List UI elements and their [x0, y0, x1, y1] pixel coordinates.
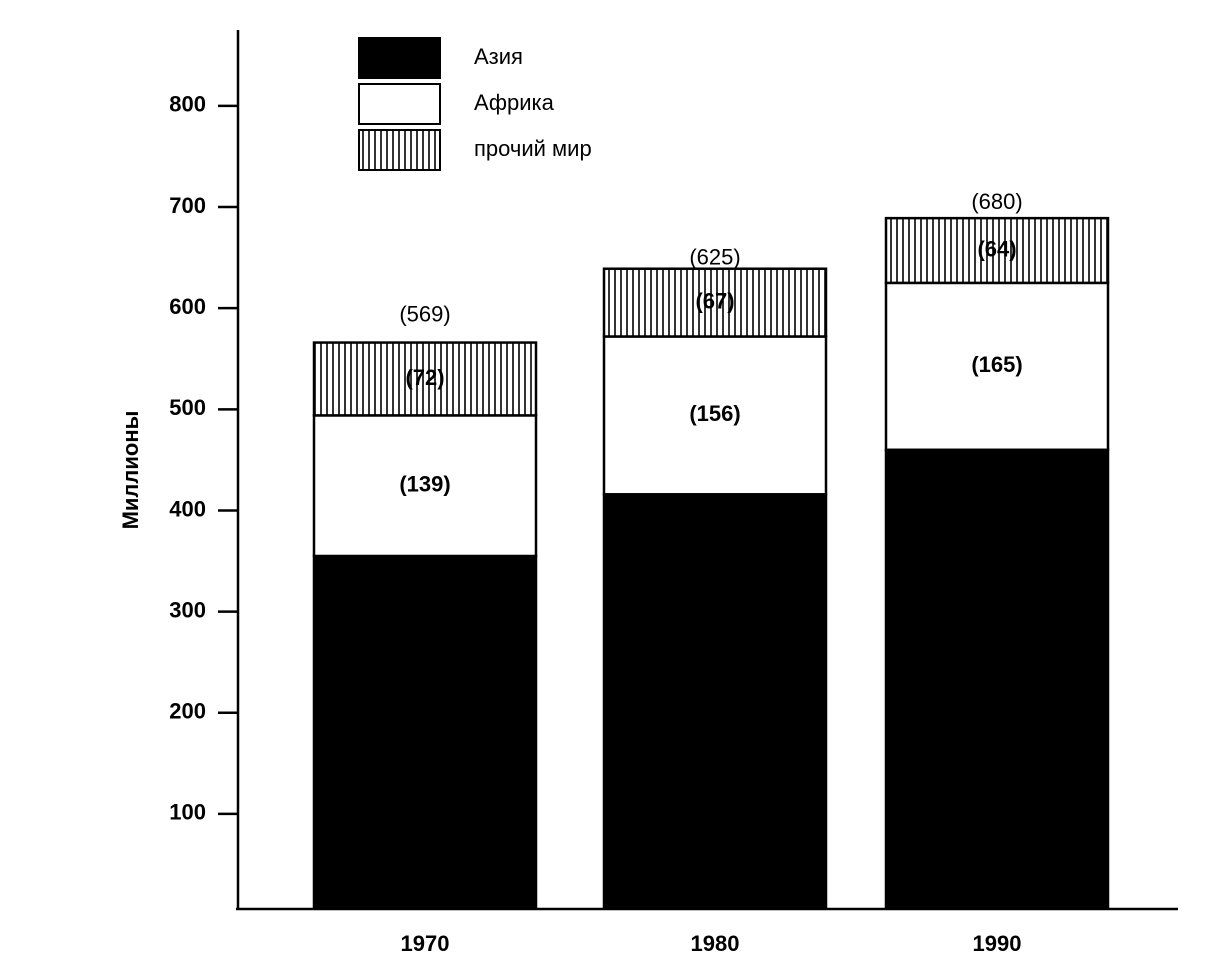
value-label: (165) [971, 352, 1022, 377]
bar-segment [884, 216, 1110, 285]
bar-segment [884, 448, 1110, 910]
bar-segment [602, 493, 828, 910]
legend-label: Африка [474, 90, 555, 115]
bar-segment [312, 341, 538, 417]
x-tick-label: 1990 [973, 931, 1022, 956]
y-tick-label: 600 [169, 294, 206, 319]
x-tick-label: 1980 [691, 931, 740, 956]
legend-swatch [358, 83, 441, 125]
legend-label: прочий мир [474, 136, 592, 161]
y-tick-label: 200 [169, 699, 206, 724]
value-label: (139) [399, 472, 450, 497]
value-label: (72) [405, 365, 444, 390]
bar-segment [602, 267, 828, 338]
value-label: (156) [689, 401, 740, 426]
legend-swatch [358, 37, 441, 79]
total-label: (625) [689, 245, 740, 270]
y-tick-label: 300 [169, 597, 206, 622]
value-label: (64) [977, 236, 1016, 261]
total-label: (680) [971, 189, 1022, 214]
value-label: (67) [695, 288, 734, 313]
y-tick-label: 100 [169, 800, 206, 825]
y-tick-label: 400 [169, 496, 206, 521]
total-label: (569) [399, 301, 450, 326]
y-tick-label: 500 [169, 395, 206, 420]
bar-segment [884, 281, 1110, 452]
legend-swatch [358, 129, 441, 171]
y-tick-label: 700 [169, 193, 206, 218]
legend-label: Азия [474, 44, 523, 69]
y-axis-label: Миллионы [118, 411, 143, 530]
bar-segment [602, 335, 828, 496]
x-tick-label: 1970 [401, 931, 450, 956]
y-tick-label: 800 [169, 92, 206, 117]
bar-segment [312, 554, 538, 910]
